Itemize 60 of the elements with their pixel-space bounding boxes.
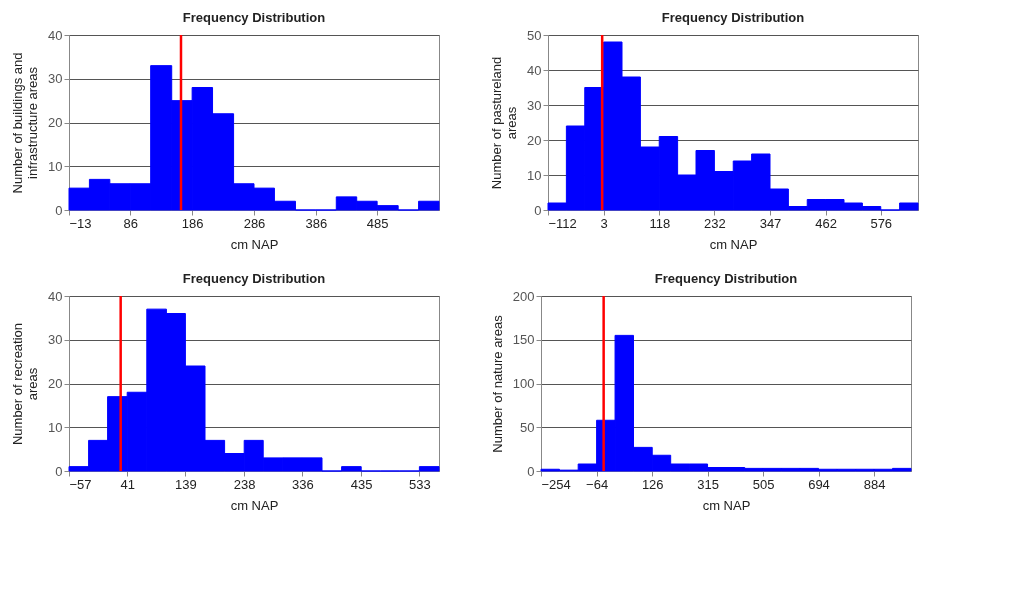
y-tick-label: 30 <box>48 71 63 87</box>
x-tick-label: 347 <box>759 215 782 231</box>
x-tick-label: 505 <box>752 476 775 492</box>
y-tick-label: 20 <box>48 376 63 391</box>
x-axis-title: cm NAP <box>702 497 751 513</box>
chart-title: Frequency Distribution <box>661 10 805 25</box>
y-tick-label: 0 <box>527 463 535 479</box>
x-tick-label: 533 <box>409 476 431 492</box>
y-tick-label: 10 <box>48 419 63 435</box>
x-axis-title: cm NAP <box>230 497 279 513</box>
y-tick-label: 50 <box>527 27 542 43</box>
y-tick-label: 0 <box>55 463 63 479</box>
x-tick-label: 126 <box>641 476 664 492</box>
y-tick-label: 0 <box>534 202 542 218</box>
chart-title: Frequency Distribution <box>182 10 326 25</box>
y-tick-label: 200 <box>512 288 535 304</box>
x-tick-label: 386 <box>305 215 328 231</box>
x-tick-label: 232 <box>704 215 726 231</box>
y-tick-label: 50 <box>520 419 535 435</box>
x-tick-label: 576 <box>870 215 893 231</box>
y-axis-title: Number of pastureland areas <box>489 56 520 190</box>
x-tick-label: 139 <box>175 476 197 492</box>
x-tick-label: 286 <box>243 215 266 231</box>
y-tick-label: 100 <box>512 376 535 391</box>
x-tick-label: −112 <box>548 215 577 231</box>
x-tick-label: −57 <box>69 476 92 492</box>
x-tick-label: 485 <box>366 215 389 231</box>
chart-title: Frequency Distribution <box>654 271 798 286</box>
y-tick-label: 10 <box>48 158 63 174</box>
x-tick-label: −64 <box>586 476 609 492</box>
y-tick-label: 40 <box>48 288 63 304</box>
x-axis-title: cm NAP <box>230 236 279 252</box>
x-tick-label: 462 <box>815 215 837 231</box>
x-tick-label: 86 <box>123 215 138 231</box>
x-tick-label: 186 <box>181 215 204 231</box>
x-tick-label: 694 <box>808 476 830 492</box>
y-tick-label: 40 <box>48 27 63 43</box>
x-tick-label: −13 <box>69 215 92 231</box>
chart-title: Frequency Distribution <box>182 271 326 286</box>
x-axis-title: cm NAP <box>709 236 758 252</box>
x-tick-label: 41 <box>120 476 135 492</box>
y-axis-title: Number of nature areas <box>489 314 505 453</box>
x-tick-label: 238 <box>233 476 256 492</box>
y-axis-title: Number of recreation areas <box>10 322 41 446</box>
y-tick-label: 40 <box>527 62 542 78</box>
y-tick-label: 150 <box>512 332 535 348</box>
y-tick-label: 0 <box>55 202 63 218</box>
y-tick-label: 10 <box>527 167 542 183</box>
x-tick-label: 3 <box>600 215 608 231</box>
x-tick-label: −254 <box>541 476 571 492</box>
y-axis-title: Number of buildings and infrastructure areas <box>10 52 41 194</box>
x-tick-label: 118 <box>649 215 671 231</box>
x-tick-label: 435 <box>350 476 373 492</box>
x-tick-label: 336 <box>292 476 314 492</box>
y-tick-label: 20 <box>527 132 542 148</box>
y-tick-label: 30 <box>48 332 63 348</box>
y-tick-label: 20 <box>48 115 63 130</box>
x-tick-label: 315 <box>697 476 719 492</box>
x-tick-label: 884 <box>863 476 886 492</box>
y-tick-label: 30 <box>527 97 542 113</box>
